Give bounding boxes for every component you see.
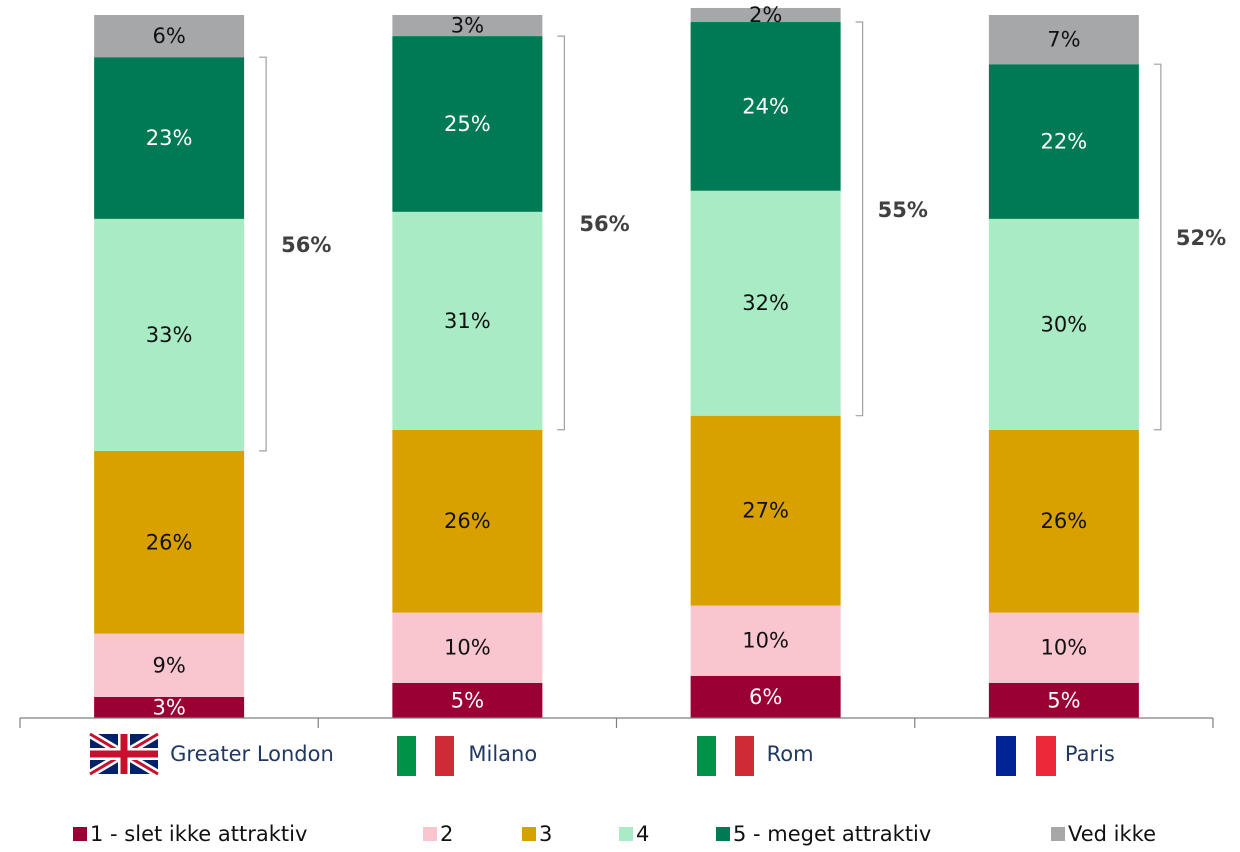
bar-segment	[690, 22, 841, 191]
bar-segment	[988, 218, 1139, 430]
data-label: 27%	[742, 499, 789, 523]
flags	[87, 730, 1056, 778]
data-label: 2%	[749, 3, 782, 27]
bracket	[557, 35, 565, 431]
data-label: 5%	[451, 688, 484, 712]
bracket	[855, 21, 864, 417]
bar-segment	[988, 682, 1139, 718]
bracket-label: 52%	[1176, 226, 1226, 250]
flag-italy	[697, 736, 754, 776]
data-label: 31%	[444, 309, 491, 333]
bar-segment	[94, 57, 245, 219]
bracket	[1153, 63, 1162, 431]
bar-segment	[392, 612, 543, 683]
bar-segment	[392, 429, 543, 613]
data-label: 10%	[1041, 636, 1088, 660]
legend-label: 1 - slet ikke attraktiv	[90, 822, 307, 846]
legend-label: 3	[539, 822, 552, 846]
bar-segment	[392, 36, 543, 212]
bracket-label: 56%	[281, 233, 331, 257]
bar-segment	[988, 429, 1139, 613]
data-label: 26%	[146, 530, 193, 554]
legend-label: Ved ikke	[1068, 822, 1156, 846]
data-label: 3%	[451, 14, 484, 38]
flag-uk	[87, 730, 161, 778]
flag-france	[996, 736, 1056, 776]
bar-segment	[690, 605, 841, 676]
x-tick-label: Paris	[1065, 742, 1115, 766]
data-label: 3%	[152, 695, 185, 719]
legend-swatch	[73, 827, 87, 841]
bar-segment	[690, 675, 841, 718]
data-label: 26%	[444, 509, 491, 533]
x-tick-label: Milano	[468, 742, 537, 766]
data-label: 7%	[1047, 28, 1080, 52]
data-label: 24%	[742, 94, 789, 118]
bar-segment	[392, 211, 543, 430]
data-label: 10%	[742, 629, 789, 653]
data-label: 33%	[146, 323, 193, 347]
bar-segment	[690, 7, 841, 23]
legend-label: 5 - meget attraktiv	[733, 822, 931, 846]
bracket	[259, 56, 267, 452]
data-label: 22%	[1041, 130, 1088, 154]
bar-segment	[988, 15, 1139, 65]
bar-segment	[690, 415, 841, 606]
bar-segment	[94, 696, 245, 718]
bar-segment	[392, 682, 543, 718]
legend-label: 4	[636, 822, 649, 846]
legend-swatch	[423, 827, 437, 841]
bar-segment	[94, 15, 245, 58]
data-label: 23%	[146, 126, 193, 150]
data-label: 9%	[152, 653, 185, 677]
bar-segment	[392, 15, 543, 37]
data-label: 26%	[1041, 509, 1088, 533]
data-label: 6%	[749, 685, 782, 709]
data-label: 25%	[444, 112, 491, 136]
data-label: 32%	[742, 291, 789, 315]
bar-segment	[94, 450, 245, 634]
bar-segment	[94, 218, 245, 451]
bar-segment	[988, 612, 1139, 683]
legend-swatch	[1051, 827, 1065, 841]
x-tick-label: Greater London	[170, 742, 334, 766]
bar-segment	[690, 190, 841, 416]
bar-segment	[988, 64, 1139, 219]
legend-swatch	[522, 827, 536, 841]
bracket-label: 56%	[579, 212, 629, 236]
data-label: 10%	[444, 636, 491, 660]
flag-italy	[397, 736, 454, 776]
data-label: 6%	[152, 24, 185, 48]
bracket-label: 55%	[878, 198, 928, 222]
data-label: 5%	[1047, 688, 1080, 712]
legend-label: 2	[440, 822, 453, 846]
x-tick-label: Rom	[767, 742, 814, 766]
legend-swatch	[619, 827, 633, 841]
data-label: 30%	[1041, 312, 1088, 336]
bar-segment	[94, 633, 245, 697]
legend-swatch	[716, 827, 730, 841]
